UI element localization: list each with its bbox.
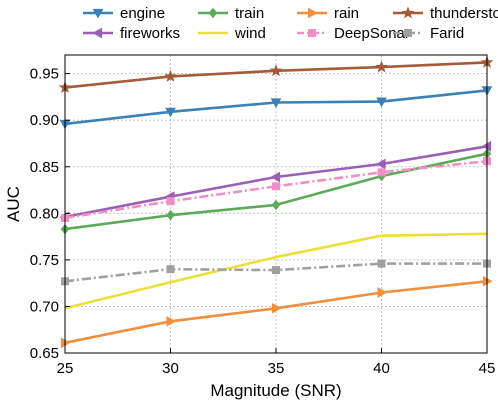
x-axis-ticks: 25 30 35 40 45 [57,348,496,377]
legend-entry-deepsonar: DeepSonar [297,25,410,42]
data-point-deepsonar [272,182,280,191]
data-point-fireworks [375,158,386,170]
legend-entry-fireworks: fireworks [83,25,180,42]
series-thunderstorm [58,55,494,93]
legend-entry-train: train [198,5,264,22]
data-point-farid [377,259,386,268]
series-line-wind [64,232,488,310]
legend-marker-rain [307,7,318,19]
data-point-thunderstorm [375,60,388,73]
legend-label-wind: wind [234,25,266,42]
data-point-rain [377,287,388,298]
legend-entry-rain: rain [297,5,359,22]
data-point-thunderstorm [269,64,283,77]
x-tick-label: 45 [479,360,496,377]
legend-label-thunderstorm: thunderstorm [430,5,498,22]
legend-marker-deepsonar [308,29,316,37]
legend-marker-train [208,7,218,19]
legend: engine train rain thunderstorm fireworks wind… [83,5,498,42]
y-axis-ticks: 0.65 0.70 0.75 0.80 0.85 0.90 0.95 [30,66,70,362]
data-point-train [166,209,175,221]
series-line-deepsonar [64,159,488,220]
data-point-deepsonar [377,168,386,177]
x-tick-label: 30 [162,360,179,377]
legend-entry-engine: engine [83,5,165,22]
y-tick-label: 0.90 [30,112,59,129]
y-tick-label: 0.95 [30,66,59,83]
y-tick-label: 0.65 [30,345,59,362]
x-tick-label: 35 [268,360,285,377]
legend-label-train: train [235,5,264,22]
data-point-train [271,199,281,211]
data-point-engine [165,107,176,118]
data-point-fireworks [270,171,281,183]
legend-label-rain: rain [334,5,359,22]
legend-label-deepsonar: DeepSonar [334,25,410,42]
data-point-farid [166,265,175,274]
data-point-engine [270,98,282,109]
y-tick-label: 0.70 [30,298,59,315]
data-point-engine [376,97,387,108]
data-point-thunderstorm [164,69,177,82]
legend-marker-engine [92,8,104,19]
legend-marker-fireworks [92,27,103,39]
legend-label-fireworks: fireworks [120,25,180,42]
series-layer [58,55,494,349]
data-point-rain [271,302,282,314]
y-tick-label: 0.80 [30,205,59,222]
legend-marker-thunderstorm [401,6,415,19]
data-point-farid [272,266,280,275]
series-rain [60,275,493,349]
y-axis-label: AUC [4,186,23,222]
legend-entry-thunderstorm: thunderstorm [393,5,498,22]
y-tick-label: 0.75 [30,252,59,269]
x-tick-label: 25 [57,360,74,377]
legend-label-farid: Farid [430,25,464,42]
data-point-rain [166,315,177,327]
series-wind [64,232,488,310]
legend-label-engine: engine [120,5,165,22]
series-engine [59,86,493,130]
x-axis-label: Magnitude (SNR) [210,381,341,400]
data-point-deepsonar [166,197,175,206]
y-tick-label: 0.85 [30,159,59,176]
legend-entry-farid: Farid [393,25,464,42]
legend-marker-farid [404,29,412,37]
legend-entry-wind: wind [198,25,266,42]
x-tick-label: 40 [373,360,390,377]
